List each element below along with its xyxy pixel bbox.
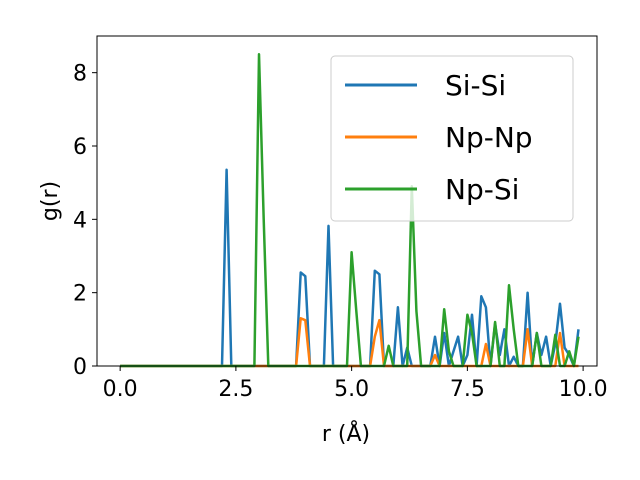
x-axis-label: r (Å) <box>322 420 370 447</box>
y-tick-label: 4 <box>73 208 87 233</box>
y-tick-label: 8 <box>73 62 87 87</box>
y-axis-label: g(r) <box>38 181 63 221</box>
legend: Si-Si Np-Np Np-Si <box>330 55 574 222</box>
legend-label-np-np: Np-Np <box>445 121 533 154</box>
legend-frame <box>330 55 574 222</box>
x-tick-label: 0.0 <box>103 377 138 402</box>
y-tick-label: 0 <box>73 355 87 380</box>
y-tick-label: 6 <box>73 135 87 160</box>
x-tick-label: 7.5 <box>450 377 485 402</box>
legend-label-np-si: Np-Si <box>445 173 519 206</box>
y-tick-label: 2 <box>73 282 87 307</box>
x-tick-label: 5.0 <box>334 377 369 402</box>
x-tick-label: 2.5 <box>218 377 253 402</box>
y-axis-ticks: 0 2 4 6 8 <box>73 62 97 380</box>
legend-label-si-si: Si-Si <box>445 69 506 102</box>
axes-spines <box>96 35 598 367</box>
axes-frame <box>96 35 598 367</box>
x-axis-ticks: 0.0 2.5 5.0 7.5 10.0 <box>103 366 608 402</box>
x-tick-label: 10.0 <box>559 377 608 402</box>
